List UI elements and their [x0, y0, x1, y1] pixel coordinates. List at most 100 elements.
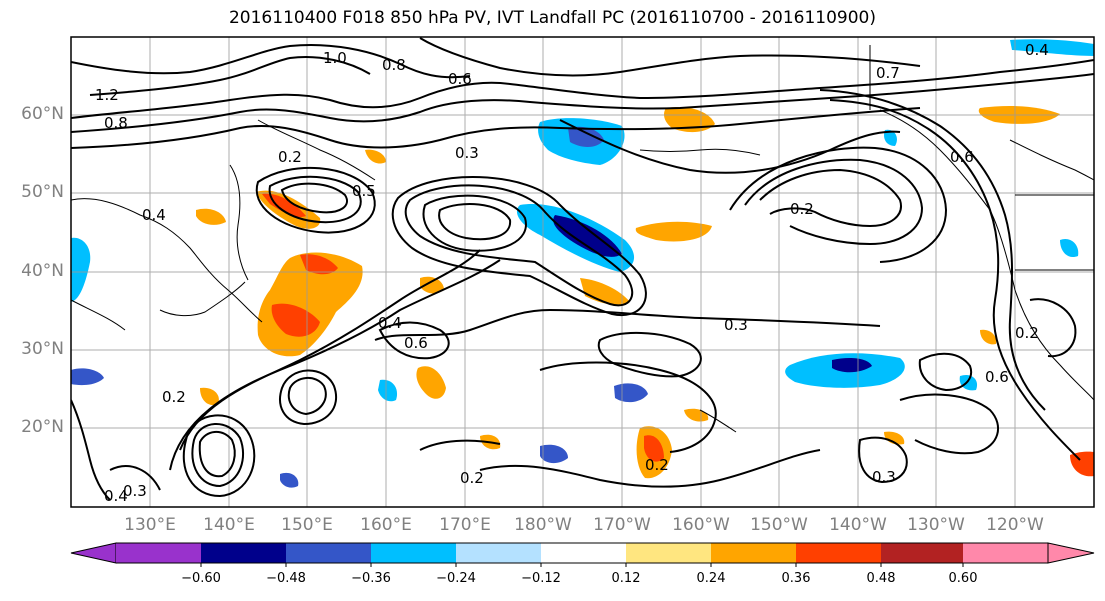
- contour-label: 0.7: [876, 64, 900, 82]
- colorbar-segment: [796, 543, 881, 563]
- colorbar-tick-label: 0.60: [948, 571, 978, 586]
- lat-label-30n: 30°N: [21, 339, 64, 359]
- contour-label: 0.6: [985, 368, 1009, 386]
- positive-anomaly-patch: [365, 149, 386, 164]
- colorbar: [70, 542, 1095, 567]
- contour-label: 0.3: [123, 482, 147, 500]
- lat-label-60n: 60°N: [21, 104, 64, 124]
- contour-label: 0.5: [352, 182, 376, 200]
- lat-label-40n: 40°N: [21, 261, 64, 281]
- negative-anomaly-patch: [1060, 238, 1079, 258]
- positive-anomaly-patch: [200, 387, 219, 406]
- colorbar-segment: [626, 543, 711, 563]
- colorbar-extend-max: [1047, 542, 1095, 564]
- lon-label-140w: 140°W: [829, 515, 887, 535]
- lon-label-180w: 180°W: [514, 515, 572, 535]
- positive-anomaly-patch: [884, 431, 905, 445]
- contour-label: 0.4: [142, 206, 166, 224]
- colorbar-tick-label: −0.36: [351, 571, 391, 586]
- negative-anomaly-patch: [832, 358, 872, 373]
- lon-label-160e: 160°E: [360, 515, 412, 535]
- lon-label-150e: 150°E: [281, 515, 333, 535]
- contour-label: 0.6: [950, 148, 974, 166]
- contour-label: 0.2: [460, 469, 484, 487]
- colorbar-extend-min: [70, 542, 117, 564]
- negative-anomaly-patch: [540, 444, 568, 464]
- contour-label: 0.6: [404, 334, 428, 352]
- colorbar-segment: [201, 543, 286, 563]
- pv-contours: [71, 37, 1094, 501]
- lon-label-130e: 130°E: [124, 515, 176, 535]
- lon-label-170e: 170°E: [439, 515, 491, 535]
- colorbar-tick-label: −0.60: [181, 571, 221, 586]
- positive-anomaly-patch: [635, 221, 712, 242]
- colorbar-segment: [541, 543, 626, 563]
- contour-label: 0.3: [724, 316, 748, 334]
- positive-anomaly-patch: [300, 254, 338, 275]
- colorbar-tick-label: 0.24: [696, 571, 726, 586]
- positive-anomaly-patch: [271, 303, 320, 337]
- contour-label: 0.4: [378, 314, 402, 332]
- lat-label-20n: 20°N: [21, 417, 64, 437]
- colorbar-segment: [456, 543, 541, 563]
- contour-label: 0.2: [790, 200, 814, 218]
- contour-label: 1.0: [323, 49, 347, 67]
- positive-anomaly-patch: [416, 366, 446, 399]
- contour-label: 0.6: [448, 70, 472, 88]
- colorbar-tick-label: −0.12: [521, 571, 561, 586]
- negative-anomaly-patch: [568, 126, 604, 147]
- lon-label-120w: 120°W: [986, 515, 1044, 535]
- contour-label: 0.8: [104, 114, 128, 132]
- positive-anomaly-patch: [1070, 451, 1094, 477]
- positive-anomaly-patch: [684, 408, 709, 422]
- positive-anomaly-patch: [980, 329, 997, 345]
- contour-label: 0.8: [382, 56, 406, 74]
- contour-label: 0.2: [645, 456, 669, 474]
- contour-label: 0.4: [1025, 41, 1049, 59]
- colorbar-segment: [963, 543, 1048, 563]
- negative-anomaly-patch: [71, 237, 91, 302]
- contour-labels: 1.0 0.8 1.2 0.8 0.6 0.4 0.2 0.3 0.5 0.4 …: [95, 41, 1049, 505]
- colorbar-segment: [371, 543, 456, 563]
- negative-anomaly-patch: [280, 472, 299, 488]
- lon-label-130w: 130°W: [907, 515, 965, 535]
- contour-label: 0.2: [278, 148, 302, 166]
- contour-label: 0.3: [455, 144, 479, 162]
- contour-label: 0.2: [162, 388, 186, 406]
- colorbar-tick-label: 0.48: [866, 571, 896, 586]
- colorbar-segment: [116, 543, 201, 563]
- contour-label: 0.3: [872, 468, 896, 486]
- contour-label: 1.2: [95, 86, 119, 104]
- lon-label-150w: 150°W: [750, 515, 808, 535]
- positive-anomaly-patch: [644, 435, 664, 462]
- negative-anomaly-patch: [884, 129, 897, 146]
- colorbar-tick-label: −0.48: [266, 571, 306, 586]
- negative-anomaly-patch: [553, 215, 622, 257]
- colorbar-segment: [711, 543, 796, 563]
- negative-anomaly-patch: [378, 379, 398, 402]
- negative-anomaly-patch: [71, 368, 104, 386]
- lon-label-160w: 160°W: [672, 515, 730, 535]
- lat-label-50n: 50°N: [21, 182, 64, 202]
- colorbar-segment: [286, 543, 371, 563]
- positive-anomaly-patch: [664, 106, 715, 133]
- colorbar-tick-label: −0.24: [436, 571, 476, 586]
- contour-label: 0.4: [104, 487, 128, 505]
- positive-anomaly-patch: [196, 208, 226, 225]
- positive-anomaly-patch: [420, 276, 444, 294]
- negative-anomaly-patch: [1010, 39, 1094, 56]
- colorbar-segment: [881, 543, 963, 563]
- negative-anomaly-patch: [959, 374, 978, 391]
- lon-label-170w: 170°W: [593, 515, 651, 535]
- contour-label: 0.2: [1015, 324, 1039, 342]
- lon-label-140e: 140°E: [203, 515, 255, 535]
- shaded-anomaly-regions: [71, 39, 1094, 488]
- colorbar-tick-label: 0.12: [611, 571, 641, 586]
- colorbar-tick-label: 0.36: [781, 571, 811, 586]
- positive-anomaly-patch: [580, 278, 630, 305]
- figure-title: 2016110400 F018 850 hPa PV, IVT Landfall…: [228, 8, 876, 28]
- map-frame: [70, 36, 1095, 508]
- coastlines: [71, 45, 1094, 433]
